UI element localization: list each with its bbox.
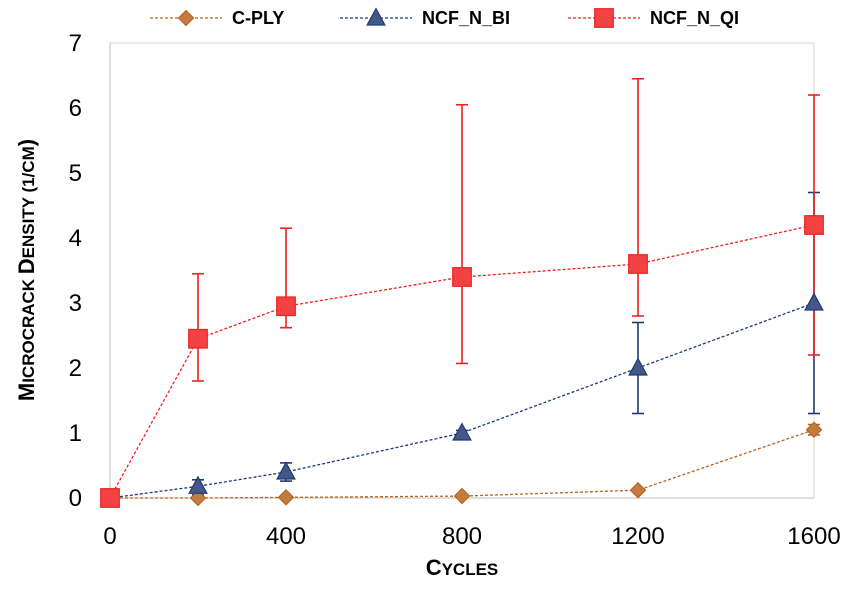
y-tick-label: 0: [69, 485, 82, 512]
y-tick-labels: 0 1 2 3 4 5 6 7: [69, 30, 82, 512]
x-tick-labels: 0 400 800 1200 1600: [103, 523, 840, 550]
data-point: [452, 267, 472, 287]
y-tick-label: 4: [69, 225, 82, 252]
data-point: [188, 328, 208, 349]
data-point: [276, 296, 296, 317]
data-point: [452, 422, 472, 441]
legend-label: C-PLY: [232, 8, 284, 28]
y-tick-label: 1: [69, 420, 82, 447]
y-tick-label: 3: [69, 290, 82, 317]
series-line: [109, 224, 815, 499]
data-point: [628, 357, 648, 376]
legend-label: NCF_N_QI: [650, 8, 739, 28]
error-bars: [192, 77, 820, 496]
data-point: [189, 489, 207, 507]
x-tick-label: 800: [442, 523, 482, 550]
data-point: [805, 421, 823, 439]
data-point: [804, 215, 824, 235]
data-point: [277, 489, 295, 506]
x-tick-label: 1600: [787, 523, 840, 550]
y-tick-label: 2: [69, 355, 82, 382]
y-axis-title: MICROCRACK DENSITY (1/CM): [14, 139, 39, 401]
y-tick-label: 7: [69, 30, 82, 57]
data-point: [453, 487, 471, 505]
data-point: [628, 254, 648, 274]
series-markers: [100, 215, 824, 508]
legend-swatch-marker: [366, 7, 386, 26]
series-lines: [109, 224, 815, 499]
x-tick-label: 0: [103, 523, 116, 550]
y-tick-label: 5: [69, 160, 82, 187]
data-point: [629, 481, 647, 499]
y-tick-label: 6: [69, 95, 82, 122]
data-point: [804, 292, 824, 311]
x-tick-label: 400: [266, 523, 306, 550]
series-line: [109, 302, 815, 499]
x-axis-title: CYCLES: [426, 555, 499, 580]
legend-swatch-marker: [594, 8, 614, 28]
legend-swatch-marker: [177, 9, 195, 27]
legend-label: NCF_N_BI: [422, 8, 510, 28]
data-point: [276, 461, 296, 480]
x-tick-label: 1200: [611, 523, 664, 550]
data-point: [100, 488, 120, 508]
data-point: [188, 475, 208, 494]
legend: C-PLY NCF_N_BI NCF_N_QI: [150, 7, 739, 28]
